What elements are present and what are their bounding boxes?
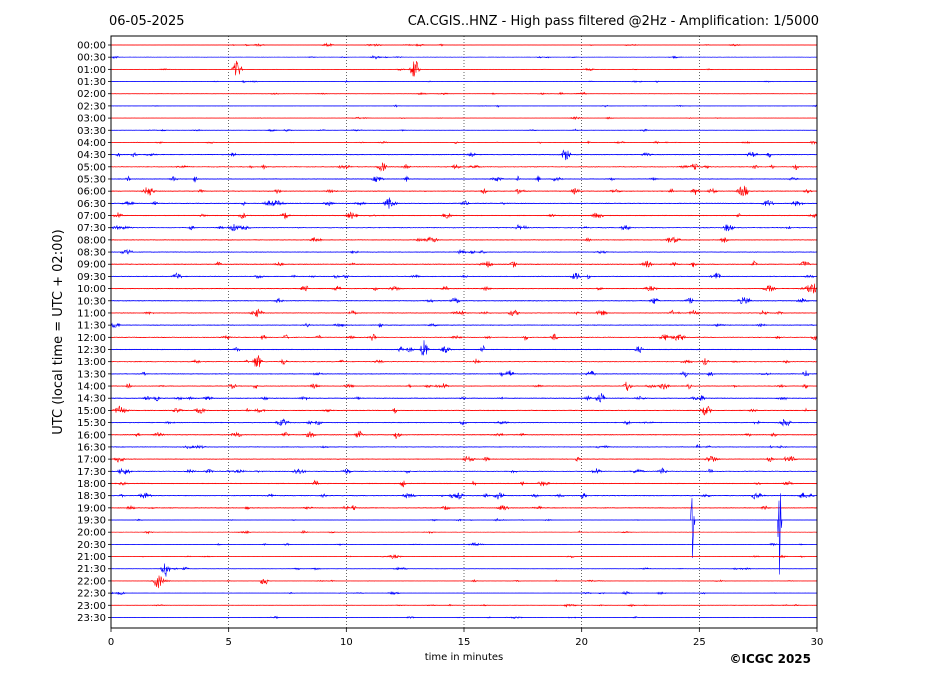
y-tick-label: 09:30 <box>77 272 106 283</box>
trace-row <box>111 149 817 161</box>
chart-title: CA.CGIS..HNZ - High pass filtered @2Hz -… <box>408 14 819 29</box>
x-tick-label: 20 <box>575 637 588 648</box>
y-tick-label: 02:30 <box>77 101 106 112</box>
x-tick-label: 10 <box>340 637 353 648</box>
y-tick-label: 02:00 <box>77 89 106 100</box>
x-tick-label: 25 <box>693 637 706 648</box>
y-tick-label: 18:30 <box>77 491 106 502</box>
y-tick-label: 23:30 <box>77 613 106 624</box>
x-tick-label: 15 <box>458 637 471 648</box>
y-tick-label: 15:30 <box>77 418 106 429</box>
y-tick-label: 11:30 <box>77 321 106 332</box>
y-tick-label: 19:30 <box>77 516 106 527</box>
y-tick-label: 03:30 <box>77 126 106 137</box>
y-tick-label: 13:00 <box>77 357 106 368</box>
y-tick-label: 09:00 <box>77 260 106 271</box>
x-tick-label: 5 <box>225 637 231 648</box>
x-ticks: 0 5 10 15 20 25 30 <box>108 628 824 648</box>
y-tick-label: 23:00 <box>77 601 106 612</box>
y-tick-label: 20:30 <box>77 540 106 551</box>
trace-row <box>111 575 817 589</box>
x-gridlines <box>228 36 700 628</box>
trace-row <box>111 493 817 575</box>
y-tick-label: 04:30 <box>77 150 106 161</box>
y-tick-label: 22:30 <box>77 589 106 600</box>
y-tick-label: 10:30 <box>77 296 106 307</box>
y-tick-label: 07:00 <box>77 211 106 222</box>
y-tick-label: 22:00 <box>77 576 106 587</box>
chart-date-title: 06-05-2025 <box>109 14 185 29</box>
y-tick-label: 06:30 <box>77 199 106 210</box>
y-tick-label: 21:00 <box>77 552 106 563</box>
y-tick-label: 08:30 <box>77 248 106 259</box>
x-tick-label: 0 <box>108 637 114 648</box>
y-tick-label: 04:00 <box>77 138 106 149</box>
y-tick-label: 01:00 <box>77 65 106 76</box>
y-tick-label: 11:00 <box>77 308 106 319</box>
y-tick-label: 19:00 <box>77 503 106 514</box>
y-tick-label: 01:30 <box>77 77 106 88</box>
y-tick-label: 05:00 <box>77 162 106 173</box>
y-tick-label: 07:30 <box>77 223 106 234</box>
y-tick-label: 13:30 <box>77 369 106 380</box>
y-tick-label: 20:00 <box>77 528 106 539</box>
y-tick-label: 17:00 <box>77 455 106 466</box>
y-tick-label: 14:30 <box>77 394 106 405</box>
y-tick-label: 05:30 <box>77 174 106 185</box>
y-tick-label: 00:00 <box>77 41 106 52</box>
y-tick-label: 10:00 <box>77 284 106 295</box>
plot-frame <box>110 35 818 629</box>
y-tick-label: 21:30 <box>77 564 106 575</box>
x-axis-label: time in minutes <box>425 652 504 663</box>
y-tick-label: 12:00 <box>77 333 106 344</box>
trace-rows <box>111 42 817 620</box>
trace-row <box>111 393 817 403</box>
y-tick-label: 08:00 <box>77 235 106 246</box>
y-tick-label: 00:30 <box>77 53 106 64</box>
y-tick-label: 16:30 <box>77 442 106 453</box>
trace-row <box>111 185 817 197</box>
y-tick-label: 12:30 <box>77 345 106 356</box>
copyright-notice: ©ICGC 2025 <box>729 652 811 666</box>
y-tick-label: 18:00 <box>77 479 106 490</box>
y-tick-label: 16:00 <box>77 430 106 441</box>
y-tick-label: 17:30 <box>77 467 106 478</box>
y-tick-label: 06:00 <box>77 187 106 198</box>
y-tick-label: 03:00 <box>77 114 106 125</box>
y-axis-label: UTC (local time = UTC + 02:00) <box>51 229 66 434</box>
y-tick-label: 15:00 <box>77 406 106 417</box>
x-tick-label: 30 <box>811 637 824 648</box>
y-tick-label: 14:00 <box>77 382 106 393</box>
